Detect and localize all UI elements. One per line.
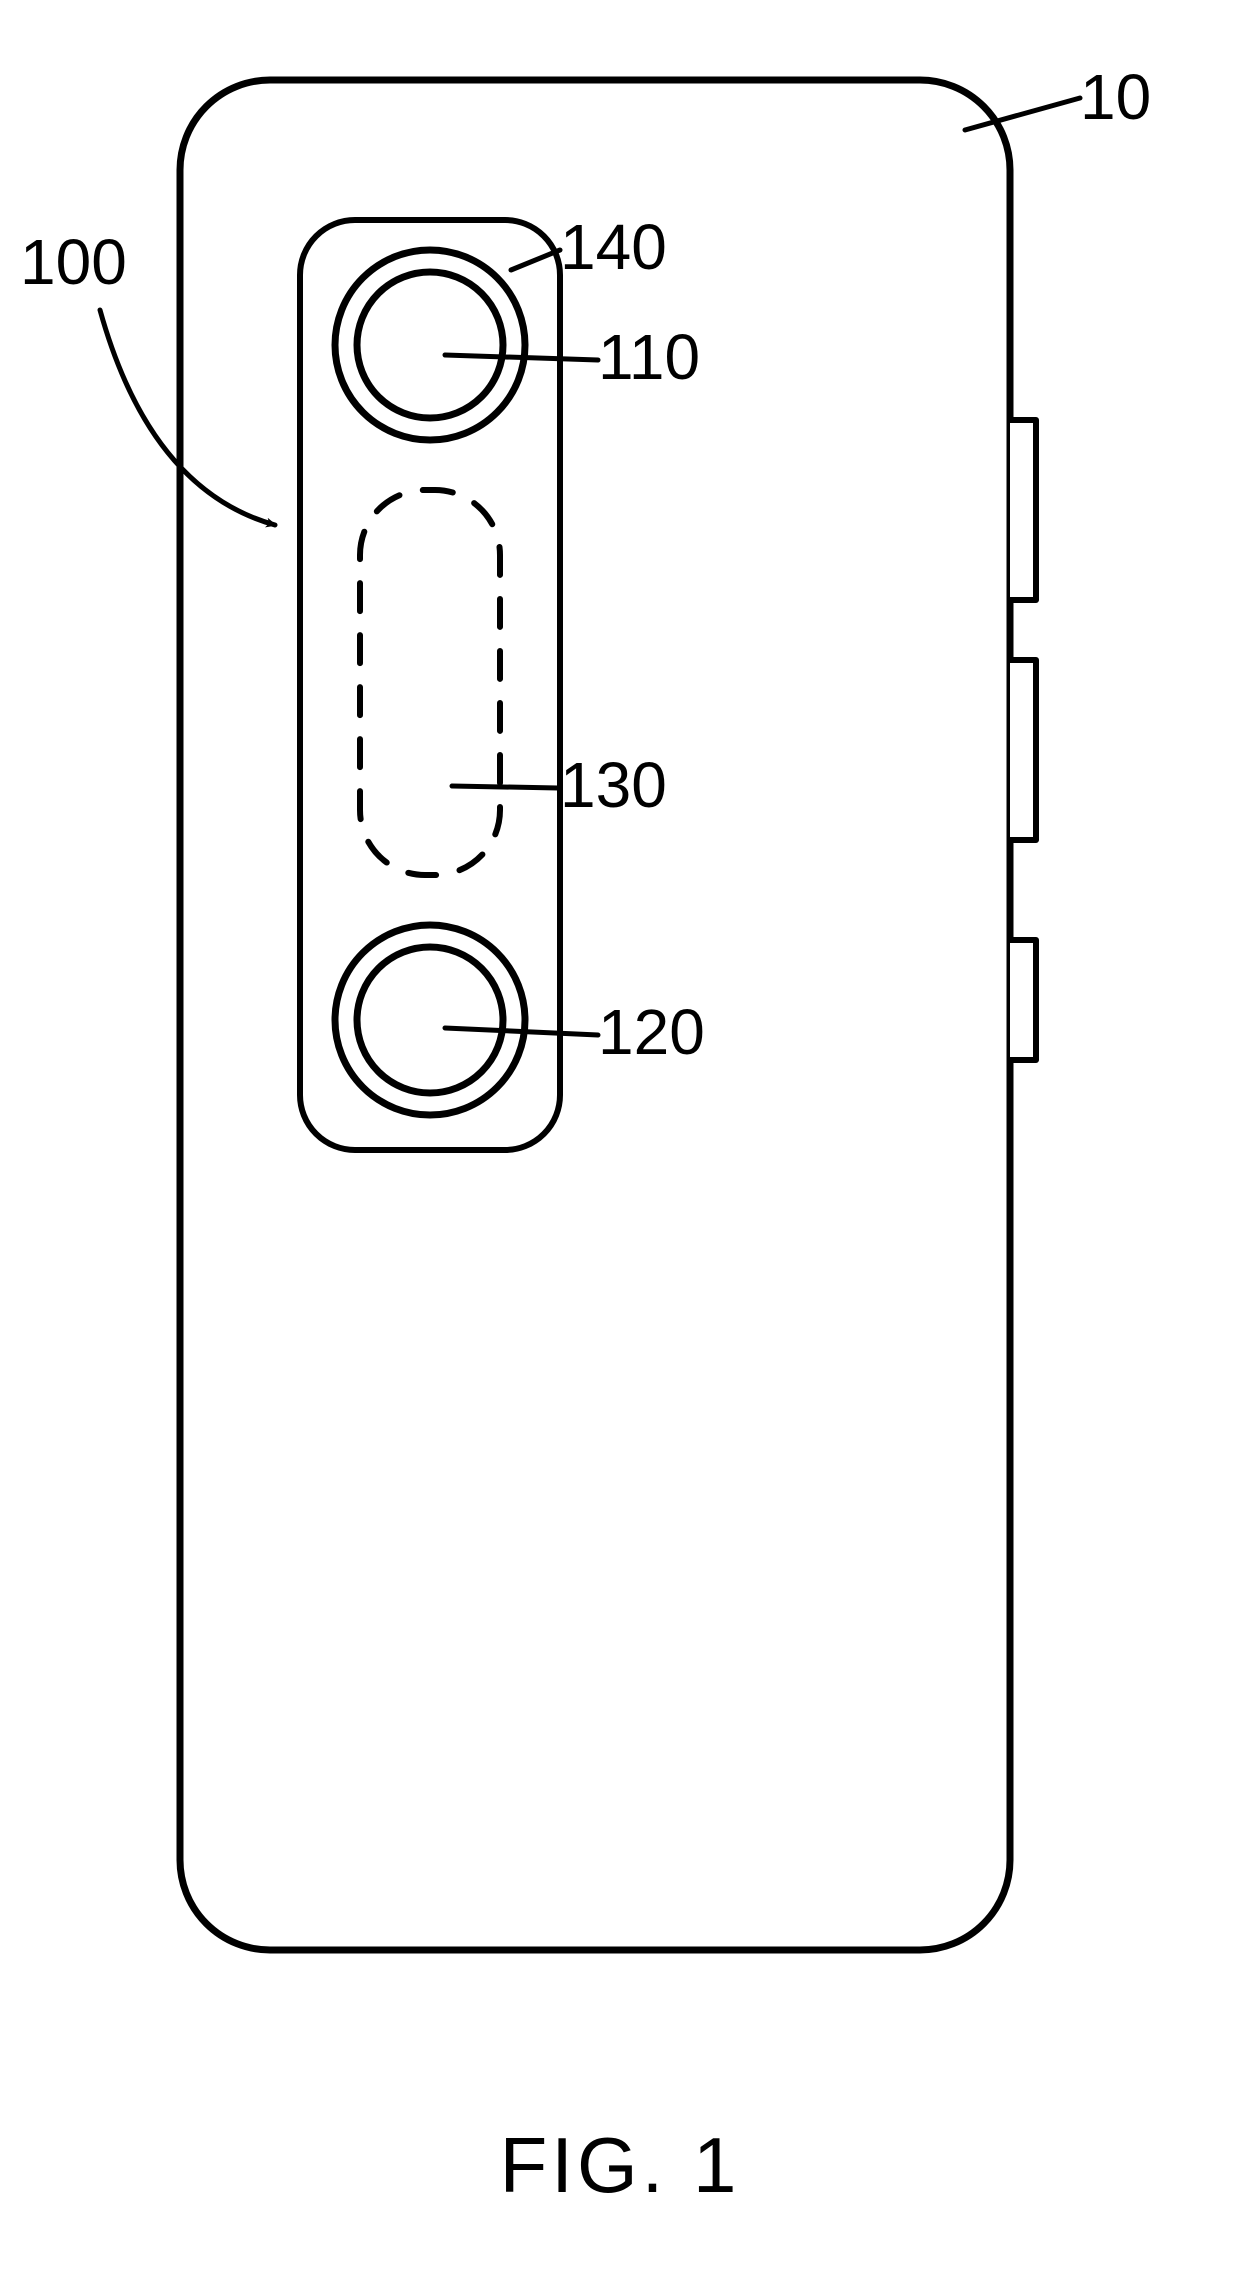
label-100: 100 <box>20 225 127 299</box>
label-130: 130 <box>560 748 667 822</box>
label-110: 110 <box>598 320 700 394</box>
label-10: 10 <box>1080 60 1151 134</box>
label-120: 120 <box>598 995 705 1069</box>
figure-caption: FIG. 1 <box>0 2120 1240 2211</box>
label-140: 140 <box>560 210 667 284</box>
